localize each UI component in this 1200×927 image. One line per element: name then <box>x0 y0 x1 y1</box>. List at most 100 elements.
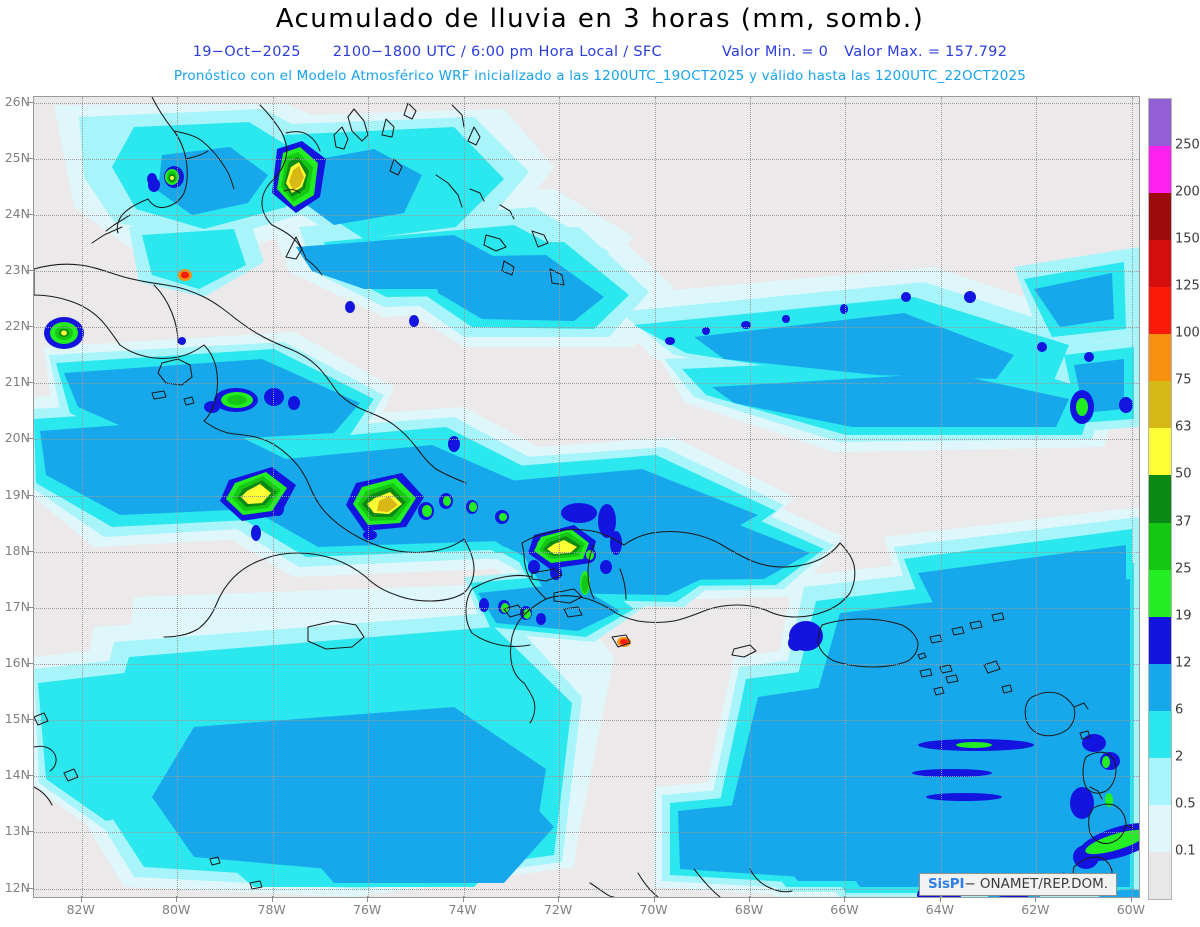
page-title: Acumulado de lluvia en 3 horas (mm, somb… <box>275 4 925 34</box>
y-axis-tick-text: 13N <box>4 823 30 839</box>
y-axis-tick-mark <box>27 101 33 103</box>
x-axis-tick-label: 78W <box>257 902 286 917</box>
x-axis-tick-mark <box>844 896 846 902</box>
gridline-vertical <box>559 97 561 897</box>
gridline-horizontal <box>34 327 1139 329</box>
y-axis-tick-text: 17N <box>4 598 30 614</box>
gridline-horizontal <box>34 720 1139 722</box>
y-axis-tick-mark <box>27 270 33 272</box>
colorbar-segment <box>1149 710 1171 758</box>
colorbar-segment <box>1149 381 1171 429</box>
y-axis-tick-text: 14N <box>4 767 30 783</box>
colorbar-tick-label: 6 <box>1175 702 1184 718</box>
colorbar-tick-label: 0.1 <box>1175 843 1196 859</box>
colorbar-segment <box>1149 99 1171 147</box>
x-axis-tick-label: 82W <box>66 902 95 917</box>
colorbar-segment <box>1149 757 1171 805</box>
forecast-date: 19−Oct−2025 <box>192 44 301 60</box>
colorbar-tick-label: 125 <box>1175 278 1200 294</box>
y-axis-tick-text: 24N <box>4 205 30 221</box>
x-axis-tick-mark <box>367 896 369 902</box>
y-axis-tick-text: 20N <box>4 430 30 446</box>
colorbar <box>1148 98 1172 900</box>
subtitle-line-1: 19−Oct−2025 2100−1800 UTC / 6:00 pm Hora … <box>0 44 1200 60</box>
map-plot-area <box>33 96 1140 898</box>
gridline-vertical <box>749 97 751 897</box>
gridline-horizontal <box>34 495 1139 497</box>
y-axis-tick-mark <box>27 438 33 440</box>
colorbar-tick-label: 150 <box>1175 231 1200 247</box>
colorbar-tick-label: 2 <box>1175 749 1184 765</box>
y-axis-tick-text: 16N <box>4 655 30 671</box>
y-axis-tick-text: 18N <box>4 542 30 558</box>
gridline-vertical <box>1036 97 1038 897</box>
colorbar-segment <box>1149 851 1171 899</box>
x-axis-tick-label: 68W <box>734 902 764 917</box>
colorbar-tick-label: 19 <box>1175 608 1192 624</box>
y-axis-tick-mark <box>27 887 33 889</box>
colorbar-tick-label: 100 <box>1175 325 1200 341</box>
colorbar-segment <box>1149 522 1171 570</box>
gridline-vertical <box>940 97 942 897</box>
gridline-horizontal <box>34 158 1139 160</box>
model-description: Pronóstico con el Modelo Atmosférico WRF… <box>173 68 1027 84</box>
y-axis-tick-mark <box>27 326 33 328</box>
colorbar-tick-label: 25 <box>1175 561 1192 577</box>
colorbar-tick-label: 0.5 <box>1175 796 1196 812</box>
x-axis-tick-label: 76W <box>352 902 382 917</box>
colorbar-segment <box>1149 663 1171 711</box>
colorbar-segment <box>1149 428 1171 476</box>
gridline-horizontal <box>34 776 1139 778</box>
colorbar-tick-label: 200 <box>1175 184 1200 200</box>
gridline-vertical <box>845 97 847 897</box>
gridline-horizontal <box>34 551 1139 553</box>
forecast-period: 2100−1800 UTC / 6:00 pm Hora Local / SFC <box>332 44 662 60</box>
y-axis-tick-text: 25N <box>4 149 30 165</box>
gridline-vertical <box>1131 97 1133 897</box>
logo-brand: SisPI <box>928 876 965 892</box>
gridline-horizontal <box>34 271 1139 273</box>
gridline-horizontal <box>34 607 1139 609</box>
gridline-horizontal <box>34 214 1139 216</box>
colorbar-tick-label: 63 <box>1175 419 1192 435</box>
gridline-horizontal <box>34 664 1139 666</box>
gridline-horizontal <box>34 832 1139 834</box>
map-canvas <box>34 97 1139 897</box>
logo-agency: − ONAMET/REP.DOM. <box>964 876 1109 892</box>
y-axis-tick-mark <box>27 775 33 777</box>
colorbar-tick-label: 37 <box>1175 514 1192 530</box>
gridline-horizontal <box>34 439 1139 441</box>
x-axis-tick-mark <box>1130 896 1132 902</box>
gridline-vertical <box>81 97 83 897</box>
gridline-horizontal <box>34 102 1139 104</box>
y-axis-tick-mark <box>27 157 33 159</box>
x-axis-tick-label: 64W <box>925 902 955 917</box>
y-axis-tick-mark <box>27 213 33 215</box>
colorbar-segment <box>1149 804 1171 852</box>
gridline-horizontal <box>34 888 1139 890</box>
x-axis-tick-label: 62W <box>1021 902 1050 917</box>
y-axis-tick-text: 19N <box>4 486 30 502</box>
x-axis-tick-mark <box>462 896 464 902</box>
y-axis-tick-mark <box>27 550 33 552</box>
y-axis-tick-mark <box>27 831 33 833</box>
colorbar-tick-label: 250 <box>1175 137 1200 153</box>
gridline-vertical <box>463 97 465 897</box>
x-axis-tick-mark <box>748 896 750 902</box>
sispi-logo: SisPI− ONAMET/REP.DOM. <box>919 873 1118 896</box>
colorbar-segment <box>1149 146 1171 194</box>
x-axis-tick-mark <box>558 896 560 902</box>
colorbar-segment <box>1149 616 1171 664</box>
x-axis-tick-mark <box>176 896 178 902</box>
y-axis-tick-text: 21N <box>4 374 30 390</box>
colorbar-tick-label: 75 <box>1175 372 1192 388</box>
x-axis-tick-mark <box>80 896 82 902</box>
gridline-vertical <box>654 97 656 897</box>
x-axis-tick-mark <box>653 896 655 902</box>
y-axis-tick-text: 15N <box>4 711 30 727</box>
x-axis-tick-label: 74W <box>448 902 477 917</box>
colorbar-segment <box>1149 334 1171 382</box>
colorbar-segment <box>1149 193 1171 241</box>
gridline-vertical <box>272 97 274 897</box>
